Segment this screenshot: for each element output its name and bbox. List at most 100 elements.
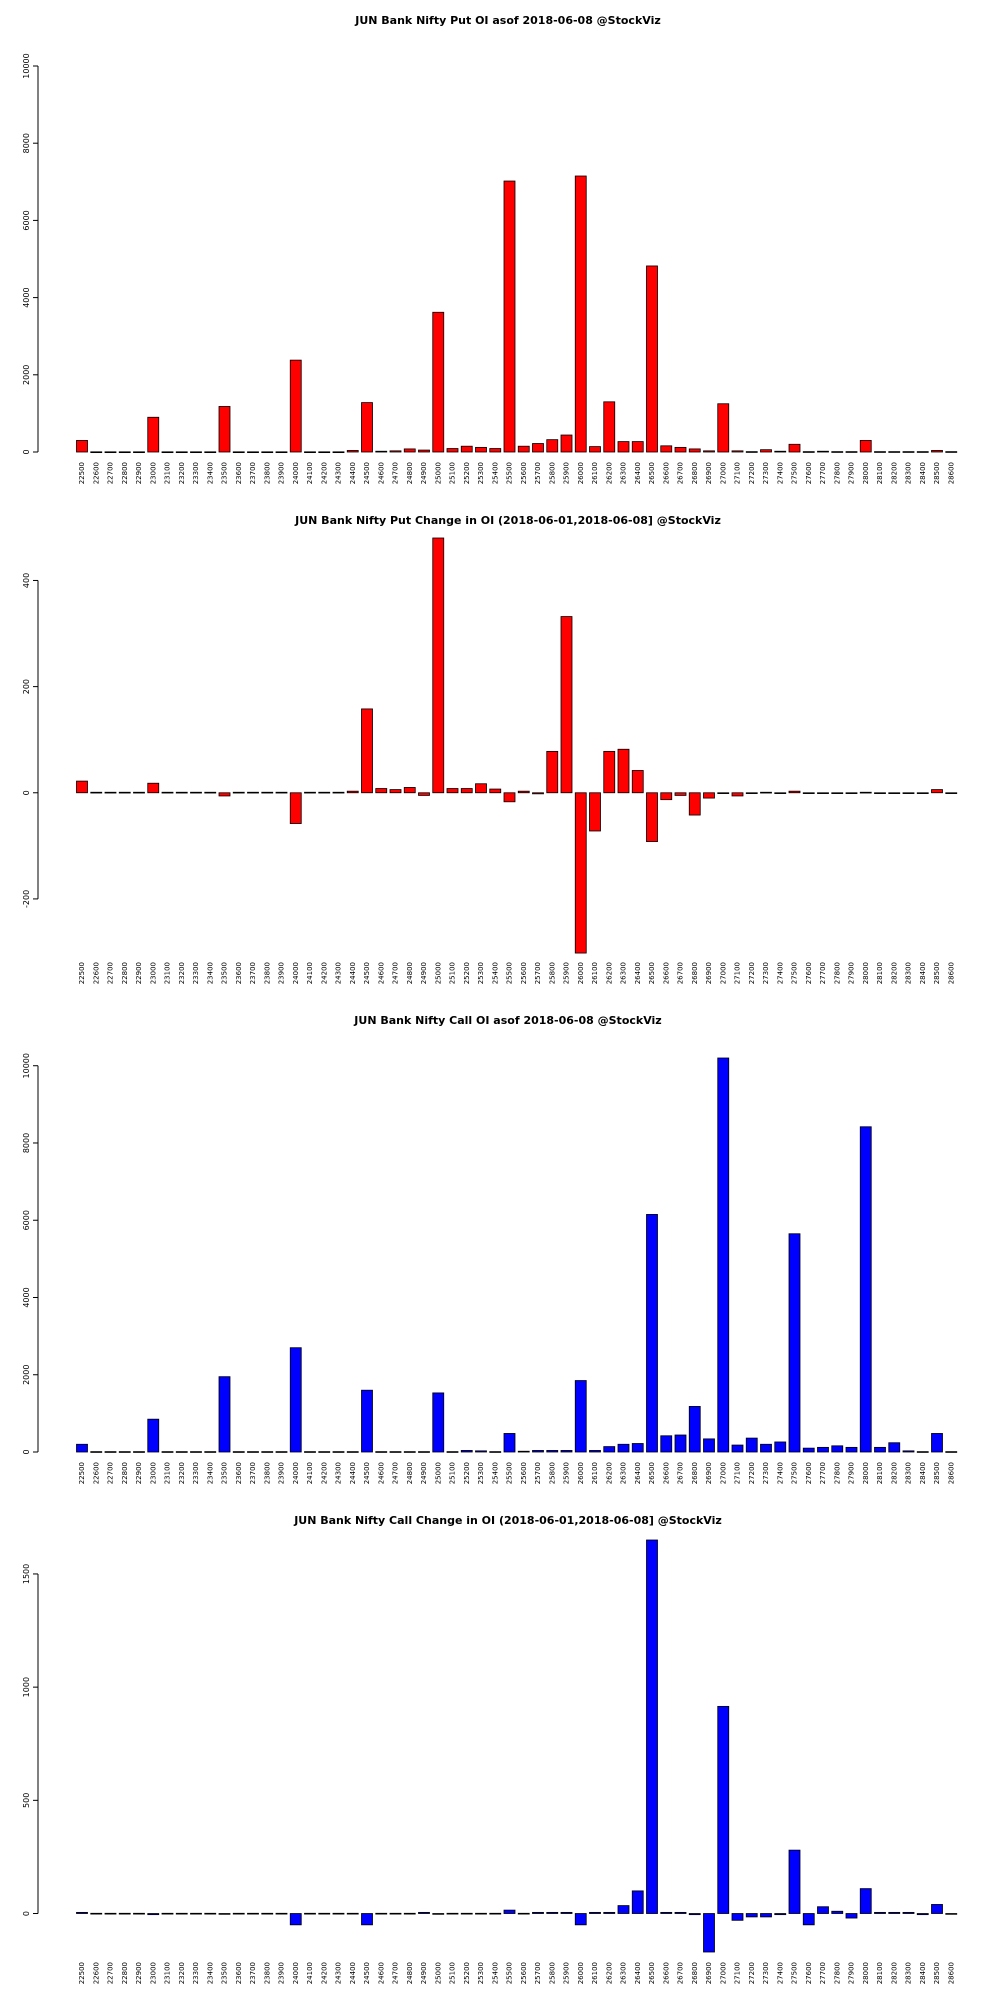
y-tick-label: 8000 <box>22 133 31 153</box>
bar <box>574 792 587 954</box>
x-tick-label: 27600 <box>805 962 813 984</box>
x-tick-label: 24200 <box>320 1462 328 1484</box>
bar <box>361 1913 373 1926</box>
y-tick-label: 1000 <box>22 1677 31 1697</box>
x-tick-label: 26400 <box>634 1462 642 1484</box>
bar <box>418 1911 430 1914</box>
x-tick-label: 24100 <box>306 1462 314 1484</box>
bar <box>133 791 145 794</box>
bar <box>660 1435 673 1453</box>
x-tick-label: 25300 <box>477 1462 485 1484</box>
x-tick-label: 27200 <box>748 1962 756 1984</box>
x-tick-label: 23500 <box>221 1462 229 1484</box>
bar <box>232 1451 245 1453</box>
bar <box>731 1913 744 1921</box>
x-tick-label: 28000 <box>862 462 870 484</box>
x-tick-label: 24800 <box>406 962 414 984</box>
bar <box>261 791 274 794</box>
x-tick-label: 23900 <box>278 462 286 484</box>
x-tick-label: 22900 <box>135 462 143 484</box>
y-tick-label: 4000 <box>22 287 31 307</box>
x-tick-label: 27300 <box>762 962 770 984</box>
bar <box>831 1445 844 1453</box>
x-axis: 22500 22600 22700 22800 22900 23000 23100 23200… <box>78 1462 955 1484</box>
x-tick-label: 26700 <box>677 1462 685 1484</box>
bar <box>204 791 217 794</box>
bar <box>631 1890 644 1914</box>
bar <box>475 783 487 794</box>
x-tick-label: 27200 <box>748 1462 756 1484</box>
bar <box>346 790 359 794</box>
x-tick-label: 27800 <box>833 462 841 484</box>
bar <box>247 451 259 454</box>
x-tick-label: 27300 <box>762 462 770 484</box>
x-tick-label: 22500 <box>78 1962 86 1984</box>
bar <box>304 791 316 794</box>
x-tick-label: 24700 <box>392 1962 400 1984</box>
y-axis: 0 2000 4000 6000 8000 10000 <box>22 53 39 455</box>
x-tick-label: 24400 <box>349 962 357 984</box>
bar <box>361 402 373 453</box>
x-tick-label: 28600 <box>947 462 955 484</box>
x-tick-label: 27500 <box>791 462 799 484</box>
bar <box>446 1451 459 1453</box>
x-tick-label: 28400 <box>919 962 927 984</box>
chart-title: JUN Bank Nifty Put Change in OI (2018-06… <box>294 514 721 527</box>
bar <box>460 1912 473 1915</box>
bar-series <box>76 537 958 954</box>
bar <box>859 791 872 794</box>
bar <box>703 1438 715 1453</box>
bar <box>517 790 530 794</box>
x-tick-label: 26100 <box>591 462 599 484</box>
y-tick-label: 6000 <box>22 1210 31 1230</box>
bar <box>332 791 345 794</box>
bar <box>589 1450 601 1453</box>
bar <box>275 1912 288 1915</box>
bar <box>346 1912 359 1915</box>
bar <box>318 451 331 454</box>
bar <box>403 787 416 794</box>
x-tick-label: 24500 <box>363 1962 371 1984</box>
bar <box>489 1912 502 1915</box>
x-tick-label: 23500 <box>221 962 229 984</box>
x-tick-label: 23900 <box>278 1462 286 1484</box>
x-tick-label: 24300 <box>335 462 343 484</box>
bar <box>631 441 644 453</box>
bar <box>460 445 473 453</box>
bar-series <box>76 1057 958 1453</box>
bar <box>532 1450 544 1453</box>
x-tick-label: 22700 <box>107 962 115 984</box>
y-axis: -200 0 200 400 <box>22 573 39 908</box>
bar <box>275 1451 288 1453</box>
x-tick-label: 27900 <box>848 1462 856 1484</box>
x-tick-label: 28500 <box>933 1462 941 1484</box>
x-tick-label: 23700 <box>249 962 257 984</box>
x-tick-label: 23100 <box>164 462 172 484</box>
bar <box>717 1057 730 1453</box>
x-tick-label: 24800 <box>406 1962 414 1984</box>
bar <box>760 449 772 453</box>
x-tick-label: 28500 <box>933 1962 941 1984</box>
x-tick-label: 25200 <box>463 1962 471 1984</box>
bar <box>175 1451 188 1453</box>
y-axis: 0 500 1000 1500 <box>22 1564 39 1916</box>
x-tick-label: 25900 <box>563 1462 571 1484</box>
bar <box>574 1380 587 1453</box>
bar <box>204 1912 217 1915</box>
x-tick-label: 28400 <box>919 462 927 484</box>
bar <box>475 446 487 453</box>
x-tick-label: 23700 <box>249 462 257 484</box>
x-tick-label: 28100 <box>876 962 884 984</box>
bar <box>247 791 259 794</box>
x-tick-label: 24800 <box>406 462 414 484</box>
x-tick-label: 23500 <box>221 1962 229 1984</box>
y-tick-label: 10000 <box>22 1053 31 1078</box>
bar <box>817 792 829 794</box>
bar <box>475 1912 487 1915</box>
bar <box>304 451 316 454</box>
x-tick-label: 26000 <box>577 1962 585 1984</box>
bar <box>432 1913 445 1915</box>
bar <box>845 1913 858 1919</box>
x-tick-label: 23800 <box>263 962 271 984</box>
